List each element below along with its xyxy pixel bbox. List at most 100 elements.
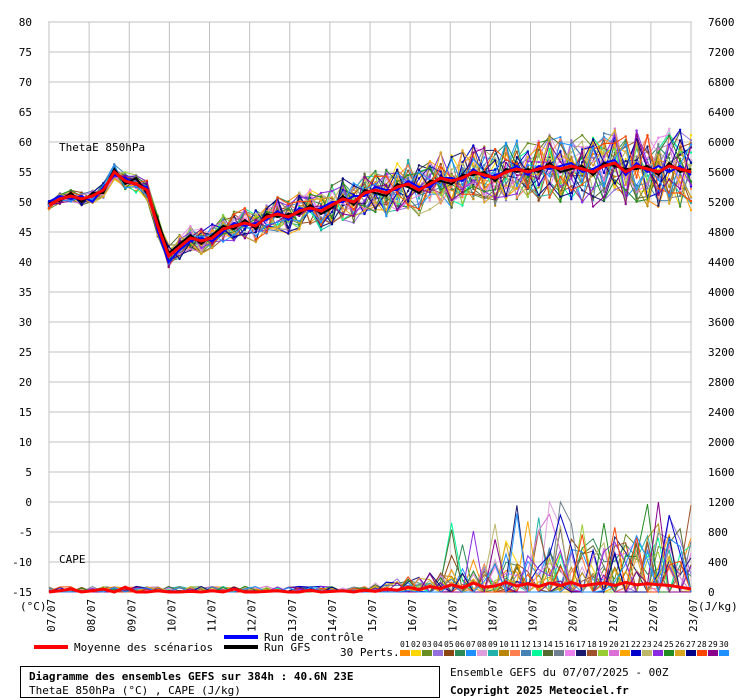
member-point — [602, 171, 606, 175]
member-point — [439, 170, 442, 173]
pert-legend-swatch — [521, 650, 531, 656]
member-point — [668, 185, 671, 189]
pert-legend-label: 01 — [400, 640, 410, 649]
member-point — [580, 180, 584, 183]
pert-legend: 01 02 03 04 05 06 07 08 09 10 11 12 13 14 15 16 17 18 19 20… — [400, 640, 729, 656]
member-point — [483, 156, 486, 159]
member-point — [189, 231, 192, 235]
footer-title: Diagramme des ensembles GEFS sur 384h : … — [29, 670, 354, 683]
member-point — [396, 171, 399, 175]
member-point — [570, 197, 573, 201]
pert-legend-label: 02 — [411, 640, 421, 649]
member-point — [243, 217, 247, 220]
member-point — [221, 214, 225, 217]
member-point — [178, 257, 181, 261]
member-point — [678, 146, 682, 149]
member-point — [472, 144, 475, 147]
member-point — [678, 175, 682, 178]
right-tick-label: 400 — [708, 556, 728, 569]
member-point — [646, 150, 649, 154]
member-point — [287, 226, 290, 230]
member-point — [265, 207, 268, 211]
member-point — [472, 197, 475, 201]
member-point — [461, 167, 464, 170]
left-tick-label: 55 — [19, 166, 32, 179]
member-point — [678, 139, 682, 142]
pert-legend-swatch — [686, 650, 696, 656]
member-point — [385, 175, 388, 178]
member-point — [602, 179, 606, 182]
member-point — [668, 144, 671, 147]
pert-legend-label: 16 — [565, 640, 575, 649]
member-point — [624, 149, 627, 153]
pert-legend-swatch — [466, 650, 476, 656]
member-point — [406, 203, 410, 207]
member-point — [559, 136, 562, 139]
member-point — [374, 182, 377, 186]
left-tick-label: 65 — [19, 106, 32, 119]
member-point — [548, 196, 551, 199]
member-point — [515, 187, 519, 190]
member-point — [265, 231, 268, 234]
member-point — [515, 178, 519, 181]
legend-mean-label: Moyenne des scénarios — [74, 641, 213, 654]
x-tick-label: 07/07 — [45, 599, 58, 632]
member-point — [461, 183, 464, 187]
right-tick-label: 3600 — [708, 316, 735, 329]
member-point — [635, 176, 638, 179]
member-point — [232, 213, 236, 216]
member-point — [624, 135, 627, 138]
member-point — [559, 185, 562, 188]
x-tick-label: 13/07 — [286, 599, 299, 632]
member-point — [504, 161, 508, 164]
footer-box: Diagramme des ensembles GEFS sur 384h : … — [20, 666, 440, 698]
member-point — [123, 171, 127, 174]
member-point — [678, 153, 682, 156]
member-point — [613, 147, 617, 150]
member-point — [396, 208, 399, 212]
pert-legend-label: 06 — [455, 640, 465, 649]
member-point — [287, 207, 290, 210]
member-point — [254, 238, 257, 241]
left-tick-label: 40 — [19, 256, 32, 269]
member-point — [591, 146, 595, 150]
member-point — [602, 195, 606, 199]
member-point — [570, 191, 573, 195]
member-point — [276, 196, 279, 199]
member-point — [689, 208, 693, 212]
member-point — [515, 192, 519, 195]
member-point — [613, 141, 617, 145]
member-point — [417, 177, 421, 180]
member-point — [570, 188, 573, 192]
member-point — [504, 194, 508, 197]
member-point — [613, 169, 617, 173]
member-point — [602, 184, 606, 188]
pert-legend-label: 11 — [510, 640, 520, 649]
member-point — [319, 220, 323, 224]
member-point — [319, 191, 323, 195]
member-point — [211, 223, 214, 226]
member-point — [493, 188, 497, 191]
x-tick-label: 11/07 — [206, 599, 219, 632]
member-point — [526, 160, 529, 163]
member-point — [363, 212, 366, 216]
left-tick-label: 25 — [19, 346, 32, 359]
member-point — [559, 200, 562, 203]
member-point — [69, 200, 72, 203]
member-point — [341, 193, 344, 196]
member-point — [123, 174, 127, 178]
member-point — [406, 176, 410, 180]
right-tick-label: 6000 — [708, 136, 735, 149]
member-point — [243, 232, 247, 235]
member-point — [624, 202, 627, 206]
member-point — [428, 160, 432, 163]
pert-legend-swatch — [664, 650, 674, 656]
x-axis-labels: 07/07 08/07 09/07 10/07 11/07 12/07 13/07 14/07… — [45, 599, 700, 632]
member-point — [232, 235, 236, 239]
member-point — [526, 142, 529, 145]
pert-legend-swatch — [400, 650, 410, 656]
member-point — [548, 136, 551, 139]
x-tick-label: 14/07 — [326, 599, 339, 632]
x-tick-label: 09/07 — [125, 599, 138, 632]
member-point — [385, 203, 388, 206]
